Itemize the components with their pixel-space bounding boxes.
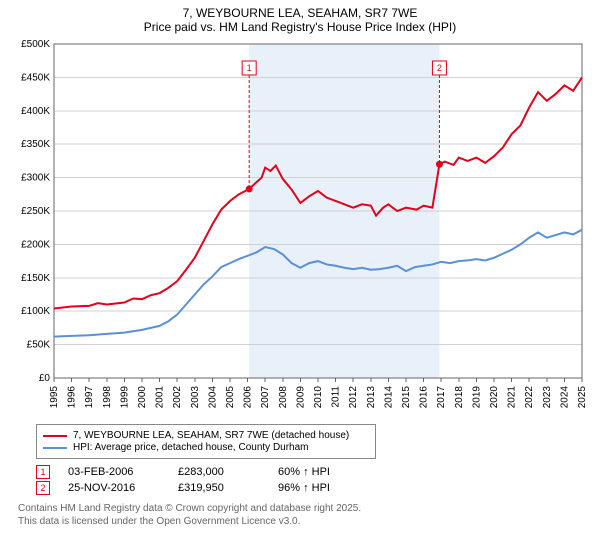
x-tick-label: 2016	[419, 386, 430, 409]
sale-row-marker: 1	[36, 465, 50, 479]
sale-row-delta: 96% ↑ HPI	[278, 482, 330, 494]
x-tick-label: 2013	[366, 386, 377, 409]
sale-marker-label: 1	[247, 63, 252, 73]
x-tick-label: 2017	[436, 386, 447, 409]
x-tick-label: 2023	[542, 386, 553, 409]
x-tick-label: 2011	[331, 386, 342, 408]
y-tick-label: £450K	[21, 72, 50, 83]
x-tick-label: 2019	[471, 386, 482, 409]
x-tick-label: 2020	[489, 386, 500, 409]
legend-swatch	[43, 435, 67, 437]
y-tick-label: £50K	[27, 340, 51, 351]
legend-label: HPI: Average price, detached house, Coun…	[73, 442, 309, 453]
price-chart-svg: £0 £50K £100K £150K £200K £250K £300K £350K £400…	[8, 38, 592, 418]
sale-row-price: £283,000	[178, 466, 278, 478]
x-tick-label: 2008	[278, 386, 289, 409]
sale-row-date: 03-FEB-2006	[68, 466, 178, 478]
x-tick-label: 2018	[454, 386, 465, 409]
y-tick-label: £0	[39, 373, 51, 384]
footer-line-2: This data is licensed under the Open Gov…	[18, 516, 592, 529]
x-tick-label: 1996	[67, 386, 78, 409]
sale-marker-dot	[436, 161, 443, 168]
x-tick-label: 2003	[190, 386, 201, 409]
sale-row: 1 03-FEB-2006£283,00060% ↑ HPI	[36, 465, 592, 479]
x-tick-label: 1997	[84, 386, 95, 409]
footer-line-1: Contains HM Land Registry data © Crown c…	[18, 503, 592, 516]
legend-item: HPI: Average price, detached house, Coun…	[43, 442, 369, 453]
x-tick-label: 1998	[102, 386, 113, 409]
chart-area: £0 £50K £100K £150K £200K £250K £300K £350K £400…	[8, 38, 592, 418]
x-tick-label: 2002	[172, 386, 183, 409]
sale-row-price: £319,950	[178, 482, 278, 494]
chart-title-block: 7, WEYBOURNE LEA, SEAHAM, SR7 7WE Price …	[8, 6, 592, 34]
sale-marker-label: 2	[437, 63, 442, 73]
x-tick-label: 2006	[243, 386, 254, 409]
x-tick-label: 1999	[119, 386, 130, 409]
x-tick-label: 1995	[49, 386, 60, 409]
sale-row-delta: 60% ↑ HPI	[278, 466, 330, 478]
legend-box: 7, WEYBOURNE LEA, SEAHAM, SR7 7WE (detac…	[36, 424, 376, 459]
sale-row: 2 25-NOV-2016£319,95096% ↑ HPI	[36, 481, 592, 495]
y-tick-label: £300K	[21, 173, 50, 184]
y-tick-label: £200K	[21, 239, 50, 250]
x-tick-label: 2007	[260, 386, 271, 409]
sales-table: 1 03-FEB-2006£283,00060% ↑ HPI 2 25-NOV-201…	[36, 465, 592, 495]
chart-title-subtitle: Price paid vs. HM Land Registry's House …	[8, 20, 592, 34]
x-tick-label: 2022	[524, 386, 535, 409]
x-tick-label: 2001	[155, 386, 166, 409]
y-tick-label: £150K	[21, 273, 50, 284]
y-tick-label: £500K	[21, 39, 50, 50]
y-tick-label: £100K	[21, 306, 50, 317]
y-tick-label: £400K	[21, 106, 50, 117]
x-tick-label: 2024	[559, 386, 570, 409]
legend-label: 7, WEYBOURNE LEA, SEAHAM, SR7 7WE (detac…	[73, 430, 349, 441]
y-tick-label: £250K	[21, 206, 50, 217]
footer-attribution: Contains HM Land Registry data © Crown c…	[18, 503, 592, 528]
x-tick-label: 2021	[507, 386, 518, 409]
x-tick-label: 2015	[401, 386, 412, 409]
x-tick-label: 2000	[137, 386, 148, 409]
chart-title-address: 7, WEYBOURNE LEA, SEAHAM, SR7 7WE	[8, 6, 592, 20]
sale-marker-dot	[246, 185, 253, 192]
x-tick-label: 2010	[313, 386, 324, 409]
x-tick-label: 2025	[577, 386, 588, 409]
sale-row-marker: 2	[36, 481, 50, 495]
x-tick-label: 2004	[207, 386, 218, 409]
x-tick-label: 2005	[225, 386, 236, 409]
x-tick-label: 2009	[295, 386, 306, 409]
sale-row-date: 25-NOV-2016	[68, 482, 178, 494]
y-tick-label: £350K	[21, 139, 50, 150]
legend-swatch	[43, 447, 67, 449]
x-tick-label: 2012	[348, 386, 359, 409]
x-tick-label: 2014	[383, 386, 394, 409]
legend-item: 7, WEYBOURNE LEA, SEAHAM, SR7 7WE (detac…	[43, 430, 369, 441]
